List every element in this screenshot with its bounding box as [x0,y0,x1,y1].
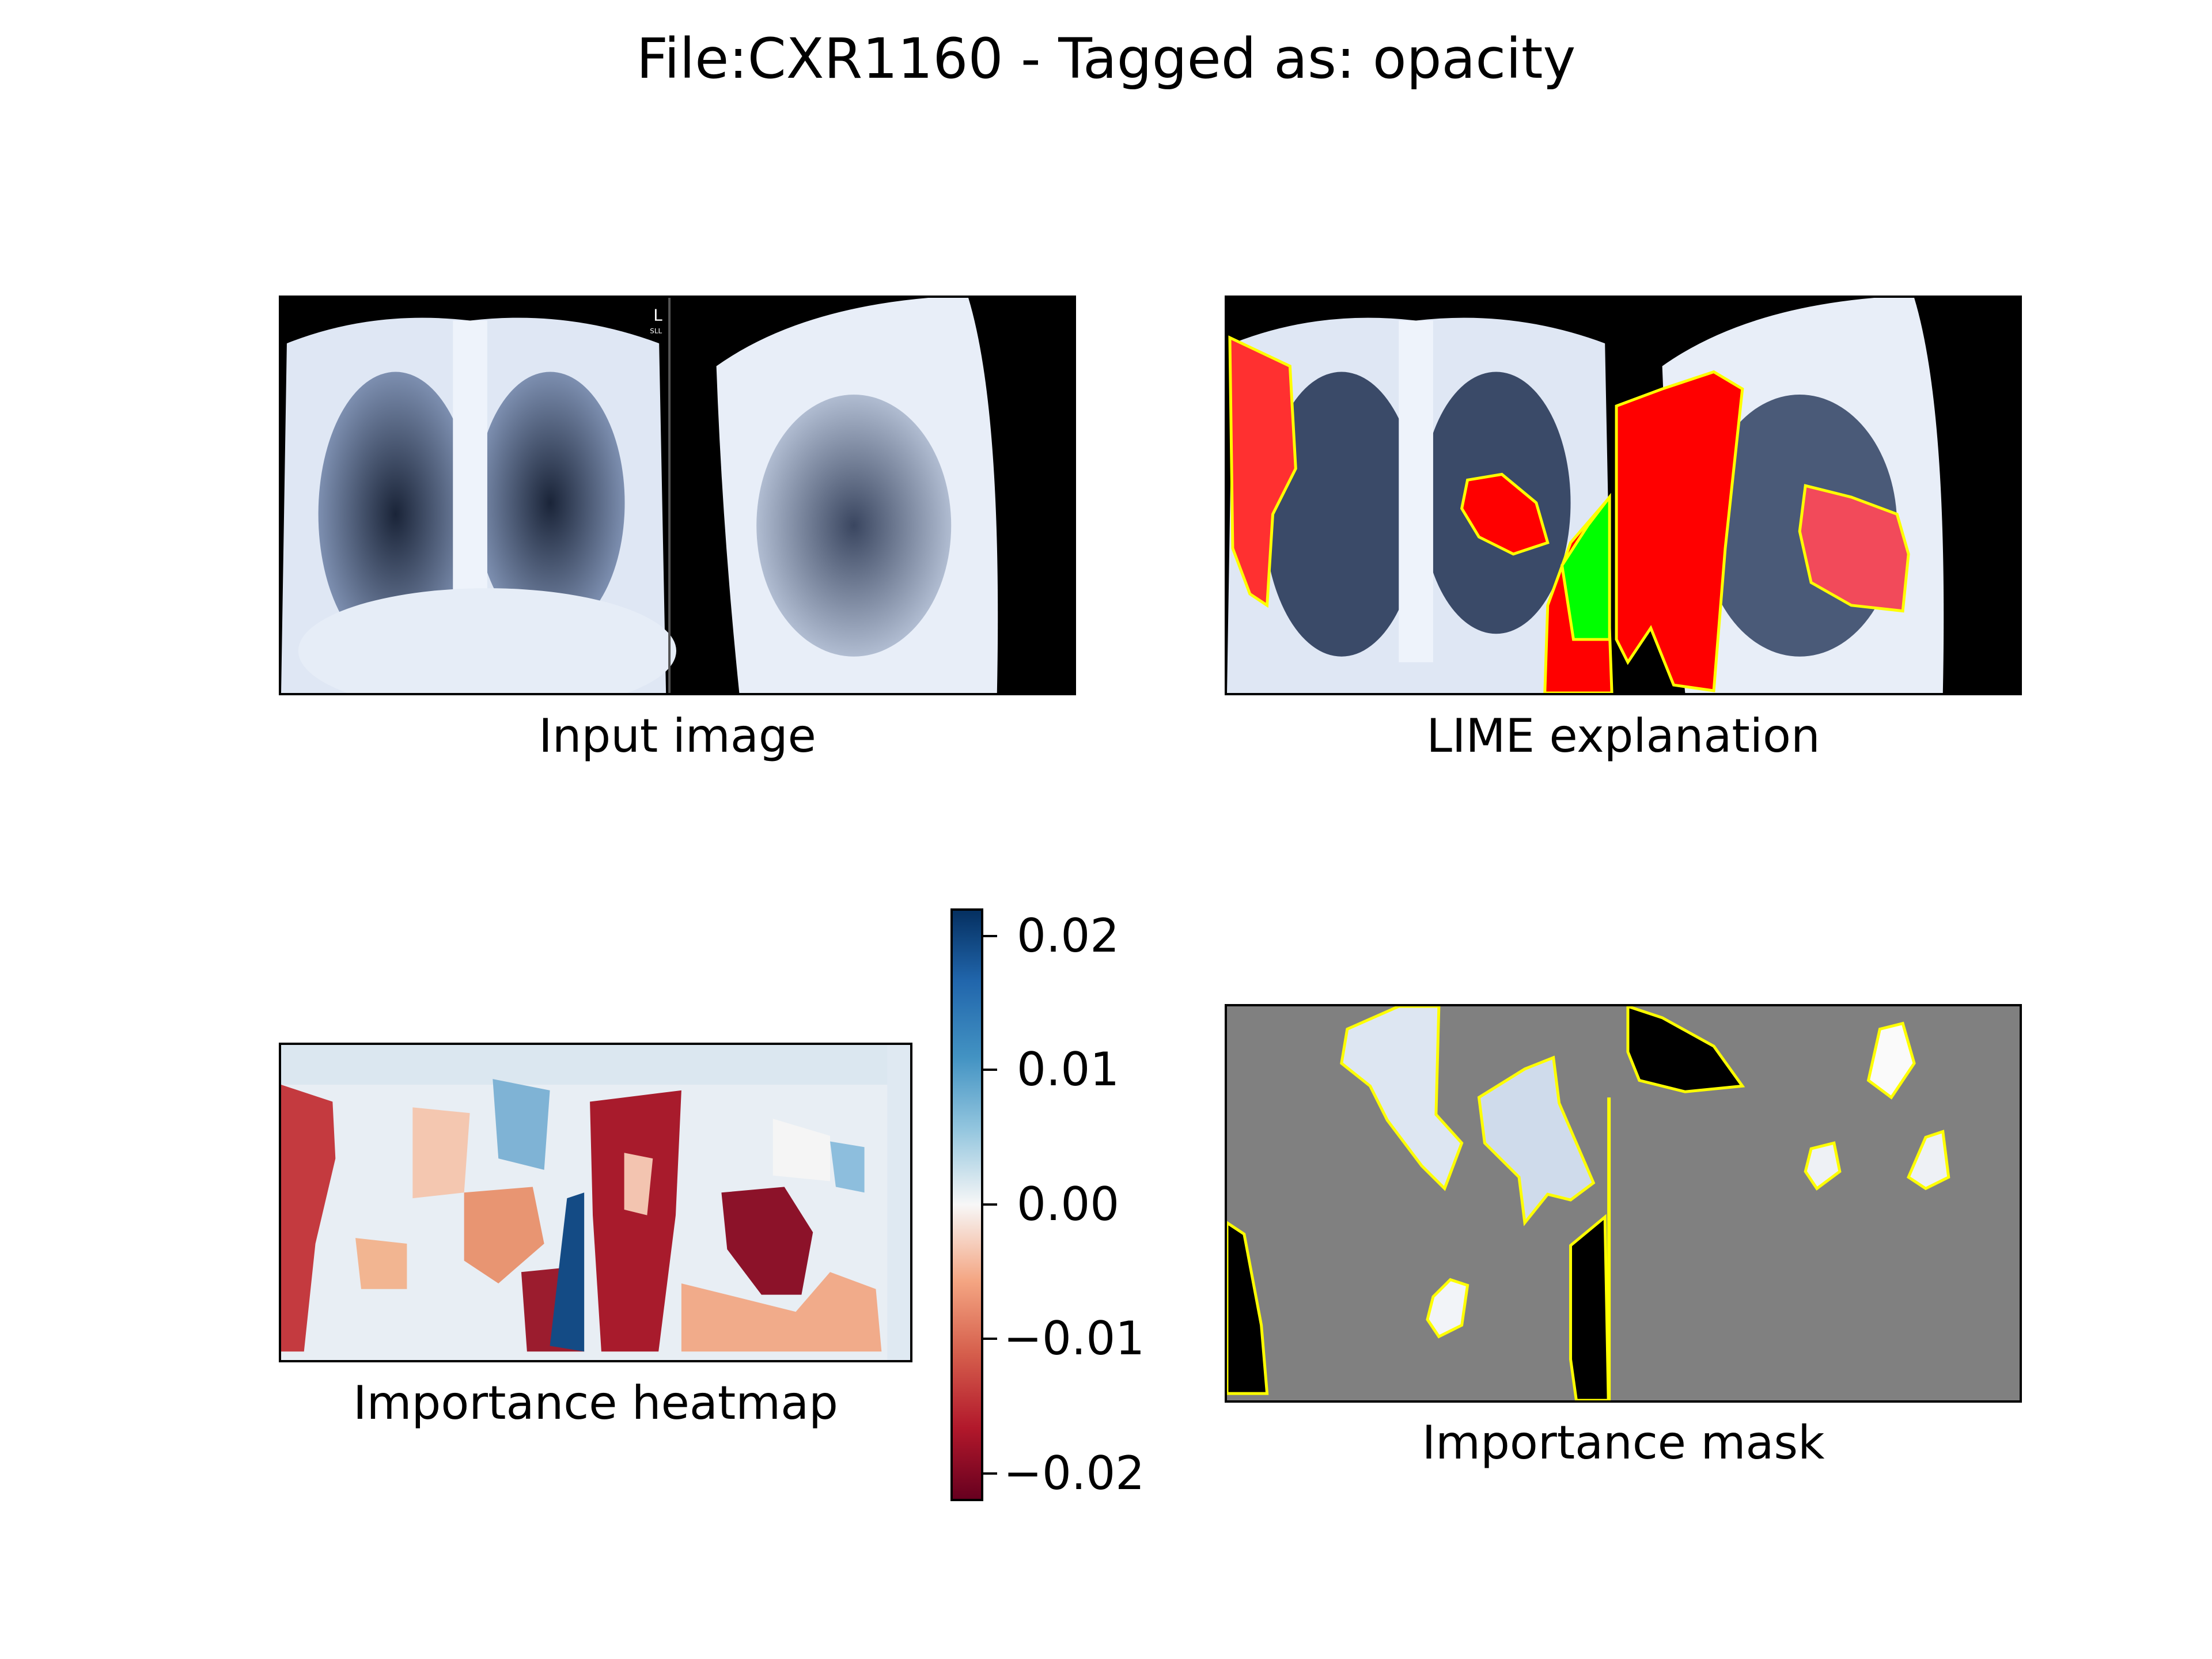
input-image-caption: Input image [539,709,816,763]
lime-explanation-caption: LIME explanation [1426,709,1820,763]
lime-positive-region [1228,335,1297,608]
xray-marker: L [653,306,662,325]
colorbar [950,908,983,1501]
input-image-panel: L SLL [279,296,1076,695]
colorbar-tick-label: −0.01 [1003,1312,1145,1365]
mask-region [1569,1214,1610,1400]
mask-region [1626,1006,1745,1093]
input-xray-image: L SLL [281,298,1074,693]
mask-region [1866,1021,1916,1100]
mask-region [1477,1055,1596,1226]
colorbar-tick [983,1472,997,1475]
colorbar-tick [983,1069,997,1071]
figure-title: File:CXR1160 - Tagged as: opacity [636,26,1576,91]
colorbar-tick [983,935,997,937]
lime-explanation-panel [1225,296,2022,695]
lime-overlay-image [1227,298,2020,693]
importance-mask-image [1227,1006,2020,1400]
colorbar-tick [983,1203,997,1206]
lime-positive-region [1615,370,1744,692]
importance-mask-panel [1225,1004,2022,1403]
importance-heatmap-caption: Importance heatmap [353,1376,838,1430]
importance-heatmap-image [281,1045,910,1360]
mask-region [1227,1221,1269,1395]
lime-positive-region [1460,472,1550,556]
colorbar-tick-label: 0.01 [1017,1043,1120,1096]
colorbar-tick-label: 0.02 [1017,909,1120,963]
lime-positive-region [1798,484,1910,613]
colorbar-tick-label: −0.02 [1003,1446,1145,1500]
importance-mask-caption: Importance mask [1422,1416,1825,1469]
mask-region [1340,1006,1464,1191]
xray-marker-sub: SLL [650,327,662,335]
lime-negative-region [1560,493,1611,641]
mask-region [1907,1130,1950,1191]
importance-heatmap-panel [279,1043,912,1362]
mask-region [1804,1141,1842,1191]
colorbar-tick-label: 0.00 [1017,1177,1120,1231]
colorbar-tick [983,1338,997,1340]
mask-region [1426,1278,1469,1339]
